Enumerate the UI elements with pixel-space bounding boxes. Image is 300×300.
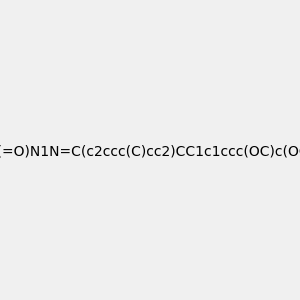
Text: CC(=O)N1N=C(c2ccc(C)cc2)CC1c1ccc(OC)c(OC)c1: CC(=O)N1N=C(c2ccc(C)cc2)CC1c1ccc(OC)c(OC… (0, 145, 300, 158)
